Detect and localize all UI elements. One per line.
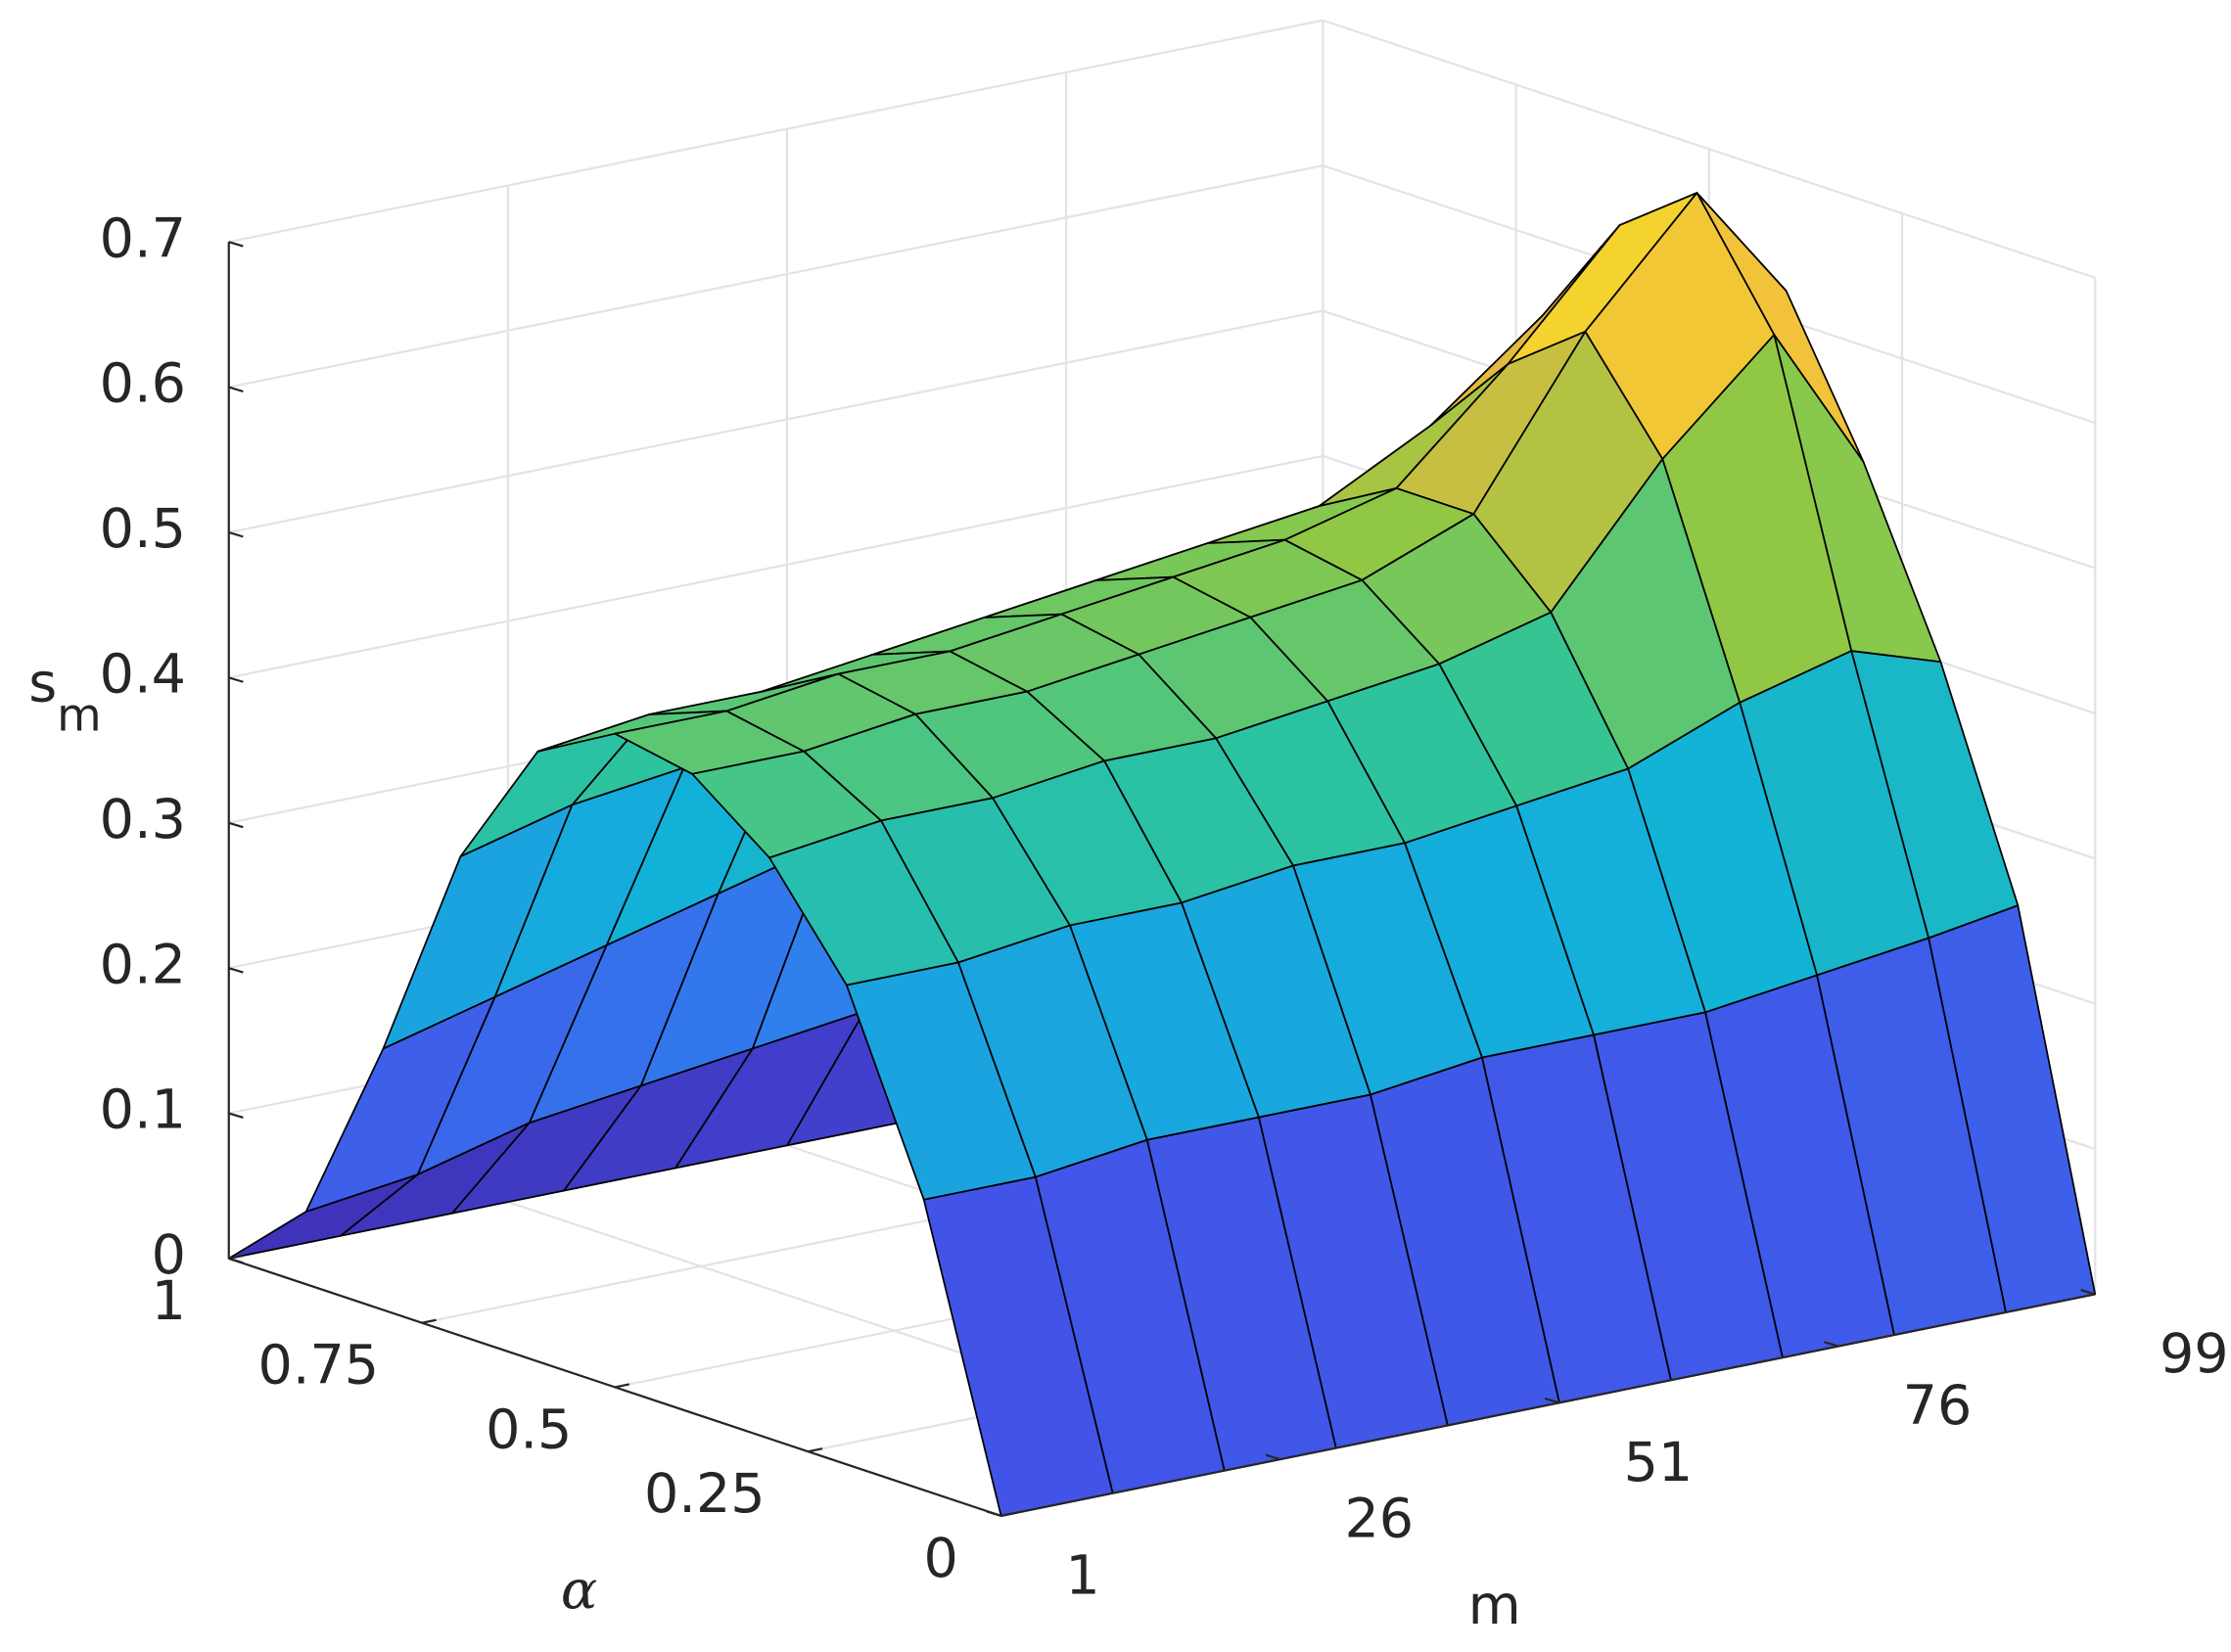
z-axis-label-base: s	[28, 652, 57, 715]
tick-mark	[1000, 1511, 1016, 1517]
z-tick-label: 0	[152, 1223, 186, 1287]
y-tick-label: 0.5	[486, 1398, 572, 1461]
tick-mark	[986, 1510, 1001, 1517]
x-tick-label: 26	[1344, 1488, 1414, 1551]
z-tick-label: 0.3	[100, 788, 186, 851]
tick-mark	[228, 241, 244, 248]
y-tick-label: 0.25	[644, 1462, 766, 1526]
tick-mark	[228, 386, 244, 393]
tick-mark	[228, 967, 244, 974]
y-tick-label: 1	[152, 1269, 186, 1333]
tick-mark	[228, 676, 244, 683]
x-tick-label: 76	[1903, 1374, 1973, 1438]
y-tick-label: 0	[923, 1527, 957, 1590]
z-tick-label: 0.5	[100, 497, 186, 561]
y-axis-label: α	[561, 1559, 597, 1623]
tick-mark	[808, 1447, 823, 1453]
tick-mark	[228, 1257, 244, 1264]
tick-mark	[228, 1254, 244, 1260]
tick-mark	[1265, 1453, 1281, 1461]
x-axis-label: m	[1468, 1574, 1521, 1637]
tick-mark	[2080, 1289, 2096, 1296]
tick-mark	[1544, 1397, 1560, 1404]
x-tick-label: 51	[1624, 1431, 1694, 1494]
grid-line	[228, 19, 1324, 244]
z-axis-label: sm	[28, 652, 101, 742]
z-tick-label: 0.2	[100, 933, 186, 996]
z-tick-label: 0.6	[100, 352, 186, 416]
tick-mark	[421, 1318, 437, 1324]
x-tick-label: 99	[2160, 1322, 2229, 1386]
z-axis-label-subscript: m	[57, 689, 102, 742]
tick-mark	[228, 530, 244, 538]
tick-mark	[228, 821, 244, 829]
grid-line	[228, 309, 1324, 534]
grid-line	[228, 164, 1324, 389]
tick-mark	[1824, 1341, 1839, 1348]
grid-line	[228, 454, 1324, 679]
y-tick-label: 0.75	[258, 1334, 380, 1398]
axis-line	[1000, 1293, 2096, 1517]
tick-mark	[614, 1383, 630, 1389]
z-tick-label: 0.4	[100, 643, 186, 707]
tick-mark	[228, 1112, 244, 1119]
z-tick-label: 0.1	[100, 1078, 186, 1142]
x-tick-label: 1	[1065, 1543, 1099, 1607]
z-tick-label: 0.7	[100, 206, 186, 270]
